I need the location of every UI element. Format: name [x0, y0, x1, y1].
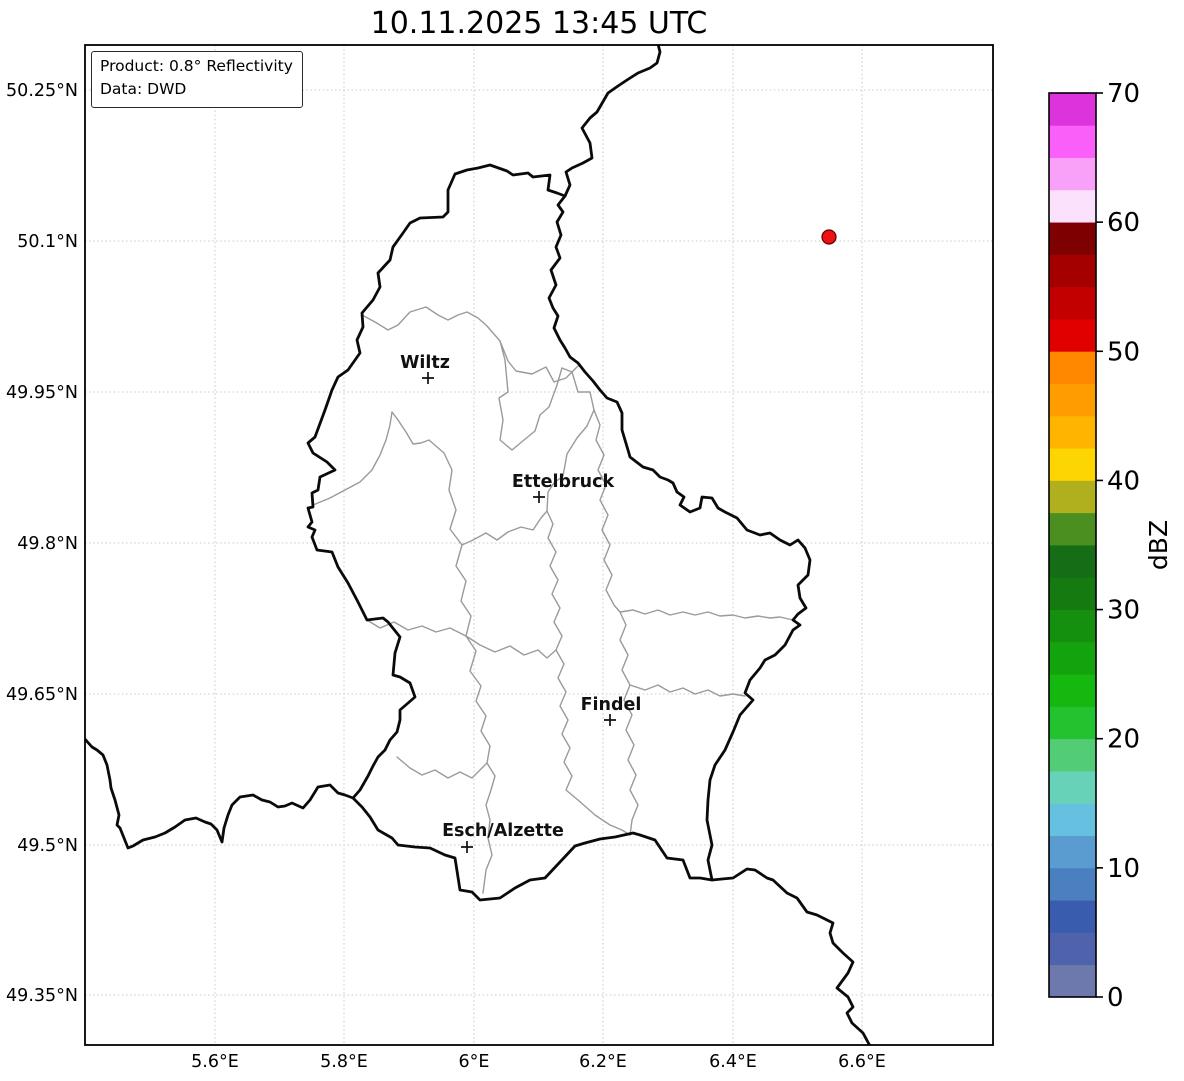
colorbar-segment: [1049, 157, 1096, 191]
colorbar-tick-label: 70: [1107, 79, 1140, 109]
colorbar-segment: [1049, 964, 1096, 998]
district-border: [629, 684, 746, 697]
colorbar-segment: [1049, 447, 1096, 481]
data-source-line: Data: DWD: [100, 80, 187, 99]
colorbar-segment: [1049, 92, 1096, 126]
city-plus-marker: [604, 714, 616, 726]
colorbar-segment: [1049, 415, 1096, 449]
product-info-line: Product: 0.8° Reflectivity: [100, 57, 293, 75]
colorbar-segment: [1049, 124, 1096, 158]
radar-site-dot: [821, 229, 837, 245]
city-plus-marker: [533, 491, 545, 503]
city: Wiltz: [400, 353, 450, 384]
y-axis-tick-labels: 50.25°N 50.1°N 49.95°N 49.8°N 49.65°N 49.5°N 4…: [6, 81, 78, 1006]
product-info-box: Product: 0.8° Reflectivity Data: DWD: [91, 51, 303, 108]
city-label: Findel: [581, 695, 642, 715]
colorbar-segment: [1049, 383, 1096, 417]
colorbar-frame: [1048, 92, 1097, 998]
luxembourg-border: [306, 163, 812, 902]
district-border: [461, 340, 595, 546]
country-borders: [85, 45, 872, 1045]
district-borders: [312, 306, 794, 894]
colorbar-segment: [1049, 867, 1096, 901]
plot-title: 10.11.2025 13:45 UTC: [371, 6, 708, 41]
y-tick-label: 49.95°N: [6, 383, 78, 403]
colorbar-tick-label: 10: [1107, 854, 1140, 884]
city-plus-marker: [461, 841, 473, 853]
city: Esch/Alzette: [442, 821, 564, 853]
district-border: [465, 635, 557, 659]
radar-site-marker: [821, 229, 837, 245]
y-tick-label: 49.5°N: [17, 836, 78, 856]
city-markers: Wiltz Ettelbruck Findel Esch/Alzette: [400, 353, 641, 853]
colorbar-segment: [1049, 770, 1096, 804]
y-tick-label: 50.25°N: [6, 81, 78, 101]
district-border: [366, 619, 467, 637]
x-tick-label: 5.6°E: [191, 1052, 239, 1072]
x-tick-label: 6.6°E: [838, 1052, 886, 1072]
colorbar-segment: [1049, 221, 1096, 255]
colorbar-segment: [1049, 189, 1096, 223]
colorbar-segment: [1049, 318, 1096, 352]
x-tick-label: 6°E: [459, 1052, 490, 1072]
colorbar-tick-label: 30: [1107, 596, 1140, 626]
district-border: [396, 756, 488, 779]
colorbar-segment: [1049, 480, 1096, 514]
colorbar-segment: [1049, 641, 1096, 675]
y-tick-label: 49.35°N: [6, 986, 78, 1006]
colorbar-segment: [1049, 286, 1096, 320]
colorbar-axis-label: dBZ: [1144, 520, 1173, 570]
city: Findel: [581, 695, 642, 726]
colorbar-segment: [1049, 899, 1096, 933]
neighbor-country-border: [85, 737, 355, 850]
city-label: Esch/Alzette: [442, 821, 564, 841]
neighbor-country-border: [563, 45, 662, 198]
colorbar-segment: [1049, 544, 1096, 578]
city-label: Wiltz: [400, 353, 450, 373]
gridlines: [85, 45, 993, 1045]
district-border: [361, 306, 579, 383]
colorbar-segment: [1049, 609, 1096, 643]
district-border: [546, 510, 631, 836]
city: Ettelbruck: [512, 472, 615, 503]
city-label: Ettelbruck: [512, 472, 615, 492]
colorbar-segment: [1049, 932, 1096, 966]
city-plus-marker: [422, 372, 434, 384]
district-border: [312, 411, 496, 894]
y-tick-label: 49.65°N: [6, 685, 78, 705]
colorbar-segment: [1049, 576, 1096, 610]
district-border: [593, 409, 794, 621]
colorbar-tick-label: 0: [1107, 983, 1124, 1013]
x-tick-label: 6.4°E: [709, 1052, 757, 1072]
colorbar: 0 10 20 30 40 50 60 70: [1048, 79, 1140, 1013]
colorbar-segment: [1049, 835, 1096, 869]
colorbar-tick-label: 40: [1107, 466, 1140, 496]
x-tick-label: 5.8°E: [320, 1052, 368, 1072]
colorbar-segment: [1049, 350, 1096, 384]
plot-frame: [84, 44, 994, 1046]
colorbar-segment: [1049, 706, 1096, 740]
colorbar-tick-label: 60: [1107, 208, 1140, 238]
colorbar-segment: [1049, 512, 1096, 546]
colorbar-tick-label: 50: [1107, 337, 1140, 367]
x-tick-label: 6.2°E: [579, 1052, 627, 1072]
y-tick-label: 49.8°N: [17, 534, 78, 554]
colorbar-segment: [1049, 254, 1096, 288]
colorbar-segment: [1049, 673, 1096, 707]
colorbar-segment: [1049, 802, 1096, 836]
neighbor-country-border: [710, 867, 872, 1045]
y-tick-label: 50.1°N: [17, 232, 78, 252]
x-axis-tick-labels: 5.6°E 5.8°E 6°E 6.2°E 6.4°E 6.6°E: [191, 1052, 886, 1072]
colorbar-tick-label: 20: [1107, 725, 1140, 755]
colorbar-segment: [1049, 738, 1096, 772]
district-border: [619, 611, 639, 836]
